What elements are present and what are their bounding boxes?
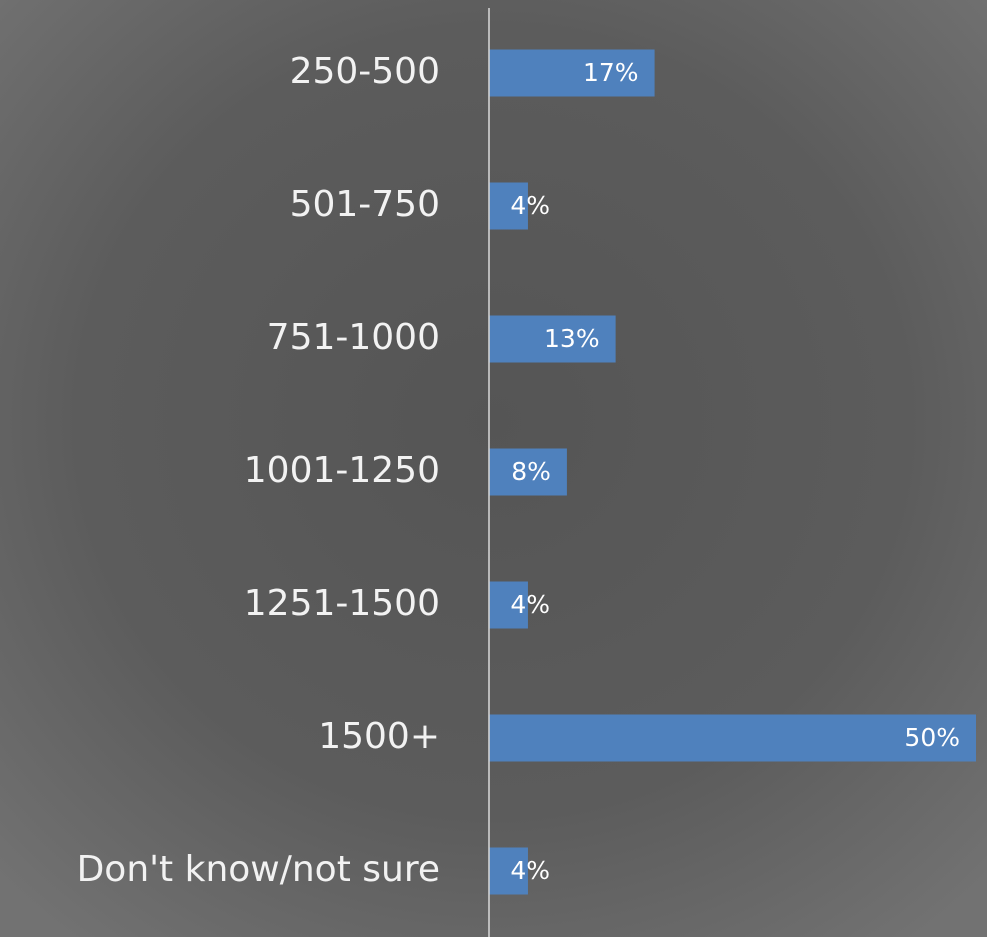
category-label: Don't know/not sure: [77, 849, 440, 890]
data-label: 13%: [544, 324, 600, 353]
data-label: 8%: [511, 457, 551, 486]
bar: [489, 448, 567, 496]
category-label: 501-750: [290, 184, 440, 225]
category-label: 1500+: [318, 716, 440, 757]
data-label: 4%: [510, 191, 550, 220]
category-label: 751-1000: [267, 317, 440, 358]
data-label: 4%: [510, 856, 550, 885]
data-label: 50%: [904, 723, 960, 752]
category-label: 1251-1500: [244, 583, 440, 624]
category-label: 250-500: [290, 51, 440, 92]
bar: [489, 182, 528, 230]
bar: [489, 714, 976, 762]
data-label: 4%: [510, 590, 550, 619]
bar: [489, 49, 655, 97]
bar: [489, 315, 616, 363]
data-label: 17%: [583, 58, 639, 87]
category-label: 1001-1250: [244, 450, 440, 491]
bar: [489, 581, 528, 629]
bar: [489, 847, 528, 895]
